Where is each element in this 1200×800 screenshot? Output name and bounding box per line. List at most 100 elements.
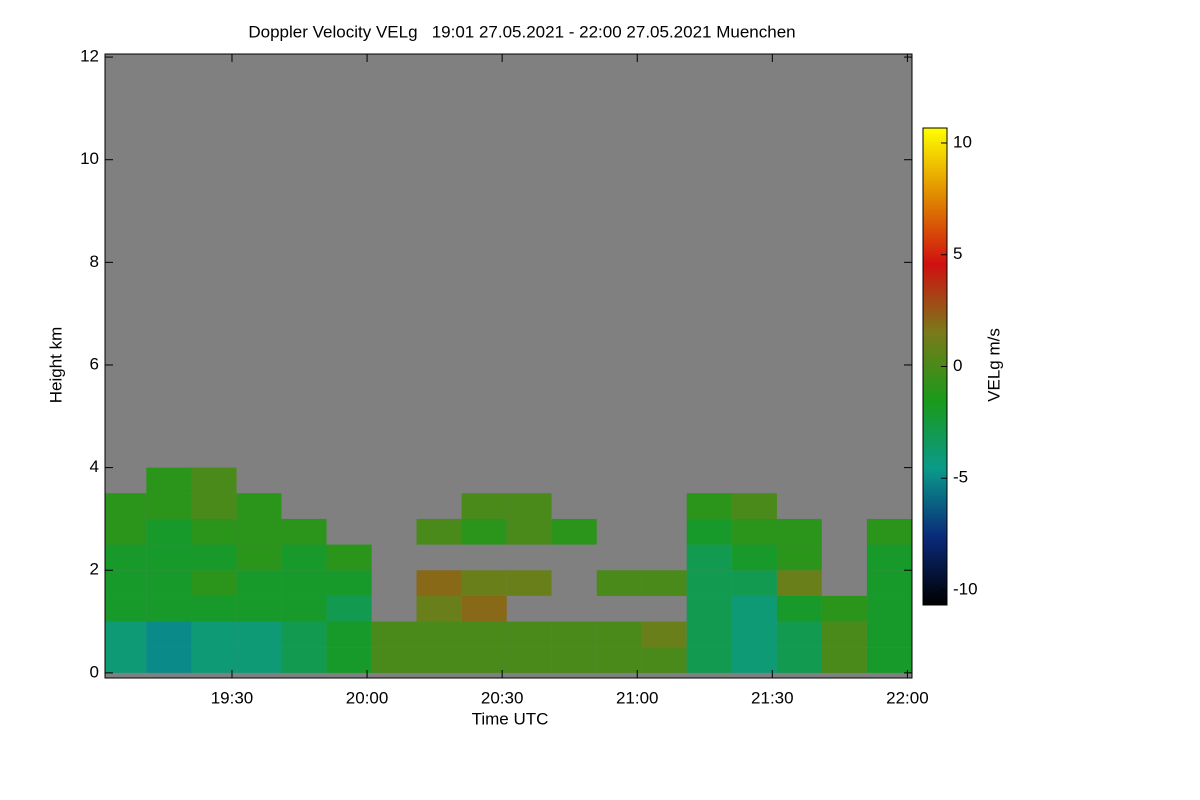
heatmap-cell xyxy=(596,570,642,596)
y-tick-label: 2 xyxy=(90,560,99,579)
heatmap-cell xyxy=(236,518,282,545)
colorbar-tick-label: -10 xyxy=(953,580,978,599)
x-axis-label: Time UTC xyxy=(472,709,549,728)
heatmap-cell xyxy=(686,570,732,596)
heatmap-cell xyxy=(236,493,282,519)
heatmap-cell xyxy=(776,544,822,571)
heatmap-cell xyxy=(105,647,147,673)
heatmap-cell xyxy=(105,621,147,648)
heatmap-cell xyxy=(641,570,687,596)
x-tick-label: 20:00 xyxy=(346,688,389,707)
heatmap-cell xyxy=(371,647,417,673)
heatmap-cell xyxy=(731,493,777,519)
plot-frame xyxy=(104,53,913,679)
heatmap-cell xyxy=(506,518,552,545)
heatmap-cell xyxy=(146,595,192,622)
heatmap-cell xyxy=(281,570,327,596)
heatmap-cell xyxy=(146,467,192,494)
heatmap-cell xyxy=(281,544,327,571)
y-tick-label: 12 xyxy=(80,47,99,66)
heatmap-cell xyxy=(821,647,867,673)
heatmap-cell xyxy=(776,518,822,545)
heatmap-cell xyxy=(461,647,507,673)
heatmap-cell xyxy=(731,544,777,571)
heatmap-cell xyxy=(416,518,462,545)
heatmap-cell xyxy=(731,570,777,596)
x-tick-label: 19:30 xyxy=(211,688,254,707)
x-tick-label: 20:30 xyxy=(481,688,524,707)
y-tick-label: 4 xyxy=(90,457,99,476)
heatmap-cell xyxy=(596,621,642,648)
heatmap-cell xyxy=(686,544,732,571)
heatmap-cell xyxy=(461,595,507,622)
y-tick-label: 8 xyxy=(90,252,99,271)
heatmap-cell xyxy=(236,570,282,596)
heatmap-cell xyxy=(371,621,417,648)
heatmap-cell xyxy=(281,518,327,545)
heatmap-cell xyxy=(686,595,732,622)
heatmap-cell xyxy=(326,570,372,596)
heatmap-cell xyxy=(105,518,147,545)
heatmap-cell xyxy=(236,595,282,622)
heatmap-cell xyxy=(686,518,732,545)
heatmap-cell xyxy=(146,493,192,519)
heatmap-cell xyxy=(821,621,867,648)
colorbar-tick-label: 10 xyxy=(953,132,972,151)
heatmap-cell xyxy=(281,595,327,622)
colorbar-tick-label: 5 xyxy=(953,244,962,263)
heatmap-cell xyxy=(191,595,237,622)
heatmap-cell xyxy=(551,647,597,673)
x-tick-label: 22:00 xyxy=(886,688,929,707)
heatmap-cell xyxy=(146,518,192,545)
heatmap-cell xyxy=(641,621,687,648)
heatmap-cell xyxy=(326,544,372,571)
heatmap-cell xyxy=(731,595,777,622)
heatmap-cell xyxy=(416,570,462,596)
heatmap-cell xyxy=(105,595,147,622)
heatmap-cell xyxy=(776,570,822,596)
heatmap-cell xyxy=(596,647,642,673)
heatmap-cell xyxy=(191,647,237,673)
heatmap-cell xyxy=(326,647,372,673)
heatmap-cell xyxy=(866,570,912,596)
heatmap-cell xyxy=(105,570,147,596)
heatmap-cell xyxy=(821,595,867,622)
heatmap-cell xyxy=(461,570,507,596)
heatmap-cell xyxy=(105,544,147,571)
x-tick-label: 21:30 xyxy=(751,688,794,707)
heatmap-cell xyxy=(686,493,732,519)
heatmap-cell xyxy=(146,570,192,596)
y-axis-label: Height km xyxy=(46,327,65,404)
heatmap-cell xyxy=(641,647,687,673)
heatmap-cell xyxy=(686,647,732,673)
heatmap-cell xyxy=(506,570,552,596)
heatmap-cell xyxy=(191,544,237,571)
heatmap-cell xyxy=(506,621,552,648)
heatmap-cell xyxy=(731,647,777,673)
heatmap-cell xyxy=(146,544,192,571)
heatmap-cell xyxy=(866,647,912,673)
heatmap-cell xyxy=(326,595,372,622)
heatmap-cell xyxy=(866,621,912,648)
heatmap-cell xyxy=(731,518,777,545)
heatmap-cell xyxy=(776,647,822,673)
heatmap-cell xyxy=(236,647,282,673)
heatmap-cell xyxy=(731,621,777,648)
heatmap-cell xyxy=(866,518,912,545)
heatmap-cell xyxy=(191,570,237,596)
heatmap-cell xyxy=(281,647,327,673)
heatmap-cell xyxy=(776,621,822,648)
heatmap-cell xyxy=(416,595,462,622)
chart-title: Doppler Velocity VELg 19:01 27.05.2021 -… xyxy=(248,22,795,41)
heatmap-cell xyxy=(146,647,192,673)
colorbar-tick-label: -5 xyxy=(953,468,968,487)
heatmap-cell xyxy=(191,518,237,545)
y-tick-label: 0 xyxy=(90,662,99,681)
heatmap-cell xyxy=(416,621,462,648)
heatmap-cell xyxy=(866,595,912,622)
heatmap-cell xyxy=(105,493,147,519)
heatmap-cell xyxy=(506,493,552,519)
colorbar-tick-label: 0 xyxy=(953,356,962,375)
heatmap-cell xyxy=(686,621,732,648)
